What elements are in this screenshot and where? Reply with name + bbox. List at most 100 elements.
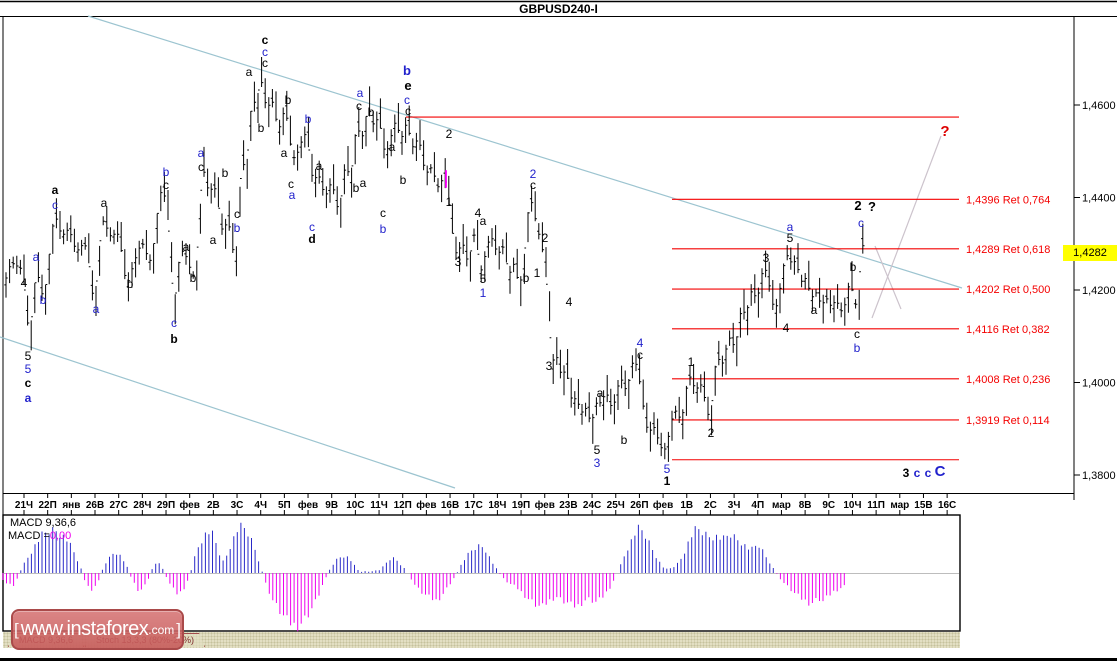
forecast-lines	[871, 135, 942, 319]
wave-label: a	[389, 140, 396, 154]
wave-label: b	[403, 63, 411, 78]
wave-label: 1	[480, 286, 487, 300]
x-axis-label: 10Ч	[843, 500, 861, 511]
wave-label: c	[914, 466, 921, 480]
x-axis-label: 23В	[559, 500, 577, 511]
wave-label: a	[93, 302, 100, 316]
wave-label: b	[285, 93, 292, 107]
x-axis-label: фев	[416, 499, 436, 511]
wave-label: 5	[787, 231, 794, 245]
macd-value: 0,00	[49, 530, 72, 542]
x-axis-label: 19П	[512, 500, 530, 511]
macd-bars-positive	[20, 522, 774, 573]
wave-label: a	[281, 146, 288, 160]
wave-label: c	[262, 33, 269, 47]
wave-label: e	[404, 78, 411, 93]
price-bars	[4, 57, 865, 462]
wave-label: b	[305, 112, 312, 126]
x-axis-label: 15В	[914, 500, 932, 511]
wave-label: c	[52, 198, 58, 212]
wave-label: a	[597, 386, 604, 400]
wave-label: 4	[637, 336, 644, 350]
x-axis-label: 2С	[704, 500, 717, 511]
wave-label: 5	[25, 349, 32, 363]
wave-label: 4	[21, 276, 28, 290]
wave-label: a	[183, 240, 190, 254]
wave-label: b	[523, 271, 530, 285]
wave-label: b	[400, 173, 407, 187]
wave-label: c	[380, 206, 386, 220]
wave-label: b	[222, 166, 229, 180]
wave-label: b	[190, 271, 197, 285]
wave-label: c	[858, 216, 864, 230]
x-axis-label: 16В	[441, 500, 459, 511]
wave-label: c	[288, 177, 294, 191]
wave-label: a	[316, 159, 323, 173]
trendline	[87, 15, 963, 289]
wave-label: 2	[542, 231, 549, 245]
wave-label: b	[621, 433, 628, 447]
x-axis-label: 24С	[583, 500, 601, 511]
wave-label: c	[262, 56, 268, 70]
wave-label: a	[811, 303, 818, 317]
wave-label: 2	[530, 167, 537, 181]
wave-label: b	[163, 165, 170, 179]
wave-label: c	[530, 178, 536, 192]
wave-label: c	[925, 466, 932, 480]
wave-label: 4	[566, 295, 573, 309]
wave-label: 3	[594, 456, 601, 470]
logo-bracket-close: ]	[176, 619, 181, 639]
x-axis-label: 10С	[346, 500, 364, 511]
wave-label: b	[127, 277, 134, 291]
x-axis-label: фев	[535, 499, 555, 511]
x-axis-label: фев	[298, 499, 318, 511]
x-axis-label: 17С	[465, 500, 483, 511]
price-axis: 1,4600 1,4400 1,4200 1,4000 1,3800	[1073, 17, 1116, 500]
x-axis: 21Ч 22П янв 26В 27С 28Ч 29П фев 2В 3С 4Ч 5П фев 9В 10С…	[15, 493, 956, 515]
x-axis-label: 26В	[86, 500, 104, 511]
wave-label: a	[52, 183, 59, 197]
x-axis-label: 3Ч	[728, 500, 741, 511]
wave-label: 4	[783, 321, 790, 335]
trendline	[0, 336, 456, 489]
wave-label: 3	[455, 255, 462, 269]
wave-label: c	[404, 93, 410, 107]
logo-domain: www.instaforex	[20, 618, 149, 640]
wave-label: a	[360, 176, 367, 190]
wave-label: a	[198, 146, 205, 160]
x-axis-label: 25Ч	[607, 500, 625, 511]
wave-label: a	[289, 188, 296, 202]
wave-label: b	[368, 105, 375, 119]
wave-label: a	[480, 214, 487, 228]
wave-label: 5	[594, 443, 601, 457]
wave-label: a	[101, 196, 108, 210]
x-axis-label: 11П	[867, 500, 885, 511]
wave-label: c	[234, 207, 240, 221]
fib-label: 1,4116 Ret 0,382	[966, 324, 1050, 336]
x-axis-label: 3С	[231, 500, 244, 511]
wave-label: 1	[664, 474, 671, 488]
wave-label: 5	[25, 362, 32, 376]
macd-value-label: MACD =0,00	[8, 530, 71, 542]
wave-label: a	[357, 86, 364, 100]
wave-label: 5	[664, 462, 671, 476]
wave-label: ?	[868, 199, 876, 214]
wave-label: b	[40, 293, 47, 307]
x-axis-label: мар	[890, 500, 909, 511]
fib-label: 1,4396 Ret 0,764	[966, 194, 1050, 206]
logo-bracket-open: [	[14, 619, 19, 639]
wave-label: c	[25, 376, 32, 390]
wave-label: c	[854, 327, 860, 341]
wave-label: c	[171, 316, 177, 330]
wave-label: 2	[854, 198, 861, 213]
instaforex-logo[interactable]: [ www.instaforex .com ]	[11, 609, 184, 650]
wave-label: 5	[480, 272, 487, 286]
x-axis-label: 27С	[110, 500, 128, 511]
wave-label: 1	[446, 195, 453, 209]
x-axis-label: 16С	[938, 500, 956, 511]
x-axis-label: 26П	[630, 500, 648, 511]
